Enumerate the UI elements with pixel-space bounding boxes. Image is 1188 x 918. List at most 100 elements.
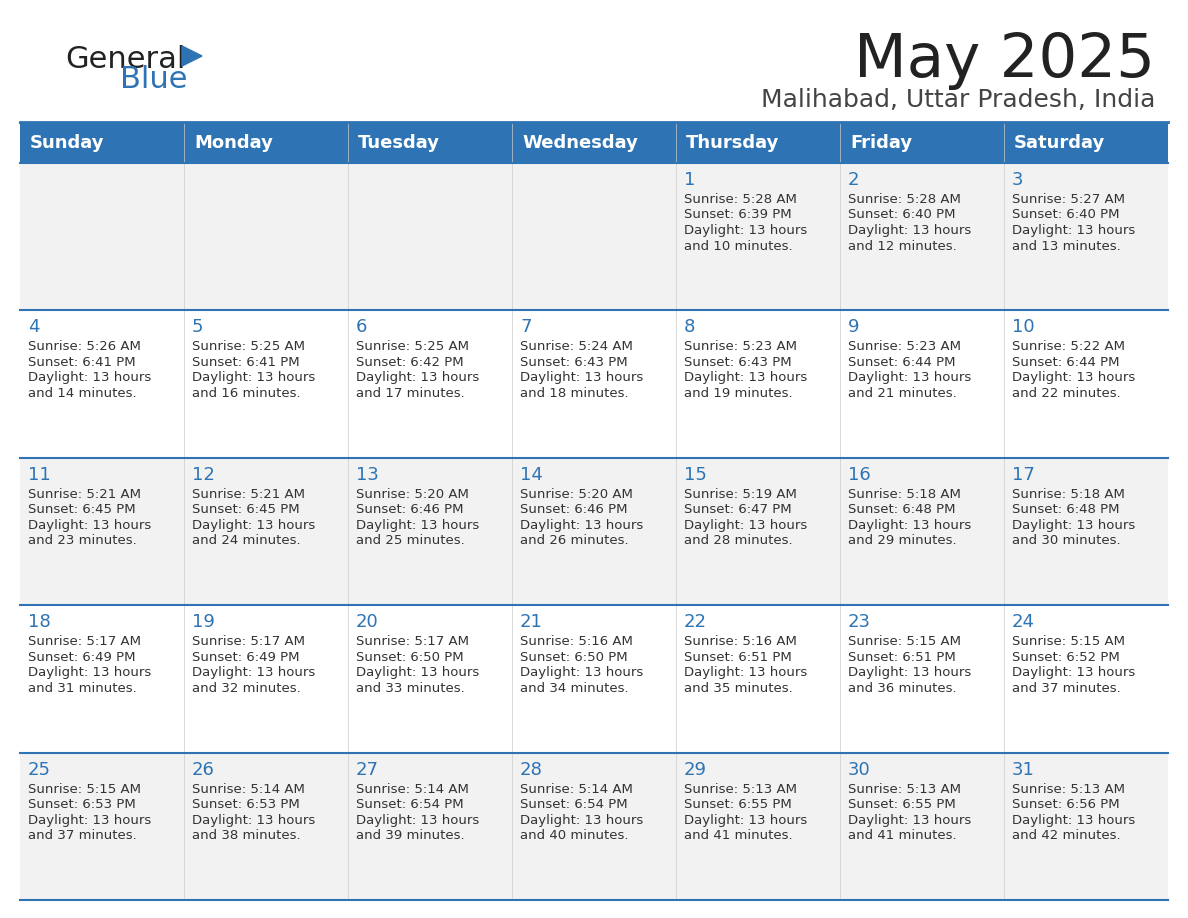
- Text: 5: 5: [192, 319, 203, 336]
- Text: Daylight: 13 hours: Daylight: 13 hours: [684, 666, 808, 679]
- Text: Sunset: 6:42 PM: Sunset: 6:42 PM: [356, 356, 463, 369]
- Text: 6: 6: [356, 319, 367, 336]
- Text: 13: 13: [356, 465, 379, 484]
- Bar: [20, 753, 1168, 900]
- Text: and 37 minutes.: and 37 minutes.: [29, 829, 137, 842]
- Text: and 13 minutes.: and 13 minutes.: [1012, 240, 1120, 252]
- Text: Sunrise: 5:18 AM: Sunrise: 5:18 AM: [1012, 487, 1125, 501]
- Text: Sunset: 6:49 PM: Sunset: 6:49 PM: [29, 651, 135, 664]
- Text: and 19 minutes.: and 19 minutes.: [684, 386, 792, 400]
- Text: Sunrise: 5:23 AM: Sunrise: 5:23 AM: [684, 341, 797, 353]
- Text: Sunrise: 5:17 AM: Sunrise: 5:17 AM: [192, 635, 305, 648]
- Text: Sunrise: 5:17 AM: Sunrise: 5:17 AM: [29, 635, 141, 648]
- Text: Wednesday: Wednesday: [522, 134, 638, 152]
- Text: Sunrise: 5:18 AM: Sunrise: 5:18 AM: [848, 487, 961, 501]
- Text: Sunrise: 5:21 AM: Sunrise: 5:21 AM: [29, 487, 141, 501]
- Text: Sunrise: 5:14 AM: Sunrise: 5:14 AM: [192, 783, 305, 796]
- Text: Sunset: 6:53 PM: Sunset: 6:53 PM: [192, 798, 299, 812]
- Text: Daylight: 13 hours: Daylight: 13 hours: [356, 813, 479, 826]
- Text: Daylight: 13 hours: Daylight: 13 hours: [520, 666, 643, 679]
- Text: Sunrise: 5:27 AM: Sunrise: 5:27 AM: [1012, 193, 1125, 206]
- Text: 17: 17: [1012, 465, 1035, 484]
- Text: Sunset: 6:41 PM: Sunset: 6:41 PM: [192, 356, 299, 369]
- Text: Sunrise: 5:19 AM: Sunrise: 5:19 AM: [684, 487, 797, 501]
- Text: and 10 minutes.: and 10 minutes.: [684, 240, 792, 252]
- Text: Daylight: 13 hours: Daylight: 13 hours: [684, 813, 808, 826]
- Text: 20: 20: [356, 613, 379, 632]
- Text: Sunrise: 5:16 AM: Sunrise: 5:16 AM: [684, 635, 797, 648]
- Text: Sunset: 6:55 PM: Sunset: 6:55 PM: [684, 798, 791, 812]
- Text: 28: 28: [520, 761, 543, 778]
- Text: and 23 minutes.: and 23 minutes.: [29, 534, 137, 547]
- Text: Daylight: 13 hours: Daylight: 13 hours: [1012, 666, 1136, 679]
- Text: Sunrise: 5:26 AM: Sunrise: 5:26 AM: [29, 341, 141, 353]
- Text: May 2025: May 2025: [854, 30, 1155, 89]
- Text: 2: 2: [848, 171, 859, 189]
- Text: 27: 27: [356, 761, 379, 778]
- Text: 31: 31: [1012, 761, 1035, 778]
- Text: Daylight: 13 hours: Daylight: 13 hours: [848, 372, 972, 385]
- Text: Sunrise: 5:22 AM: Sunrise: 5:22 AM: [1012, 341, 1125, 353]
- Text: Daylight: 13 hours: Daylight: 13 hours: [684, 519, 808, 532]
- Text: Daylight: 13 hours: Daylight: 13 hours: [192, 372, 315, 385]
- Text: 1: 1: [684, 171, 695, 189]
- Text: 19: 19: [192, 613, 215, 632]
- Text: Daylight: 13 hours: Daylight: 13 hours: [1012, 813, 1136, 826]
- Bar: [20, 123, 1168, 163]
- Text: Daylight: 13 hours: Daylight: 13 hours: [848, 666, 972, 679]
- Text: Sunset: 6:55 PM: Sunset: 6:55 PM: [848, 798, 956, 812]
- Text: Sunset: 6:47 PM: Sunset: 6:47 PM: [684, 503, 791, 516]
- Text: Sunset: 6:46 PM: Sunset: 6:46 PM: [520, 503, 627, 516]
- Text: Daylight: 13 hours: Daylight: 13 hours: [192, 813, 315, 826]
- Text: 9: 9: [848, 319, 859, 336]
- Text: and 41 minutes.: and 41 minutes.: [684, 829, 792, 842]
- Text: Sunset: 6:50 PM: Sunset: 6:50 PM: [356, 651, 463, 664]
- Text: Sunrise: 5:23 AM: Sunrise: 5:23 AM: [848, 341, 961, 353]
- Text: Sunset: 6:39 PM: Sunset: 6:39 PM: [684, 208, 791, 221]
- Text: Sunrise: 5:20 AM: Sunrise: 5:20 AM: [520, 487, 633, 501]
- Text: Malihabad, Uttar Pradesh, India: Malihabad, Uttar Pradesh, India: [760, 88, 1155, 112]
- Text: 18: 18: [29, 613, 51, 632]
- Text: Sunset: 6:45 PM: Sunset: 6:45 PM: [192, 503, 299, 516]
- Text: Daylight: 13 hours: Daylight: 13 hours: [356, 519, 479, 532]
- Text: Daylight: 13 hours: Daylight: 13 hours: [356, 372, 479, 385]
- Text: Sunrise: 5:21 AM: Sunrise: 5:21 AM: [192, 487, 305, 501]
- Text: and 41 minutes.: and 41 minutes.: [848, 829, 956, 842]
- Text: 21: 21: [520, 613, 543, 632]
- Text: and 34 minutes.: and 34 minutes.: [520, 682, 628, 695]
- Text: and 33 minutes.: and 33 minutes.: [356, 682, 465, 695]
- Bar: [20, 458, 1168, 605]
- Text: and 37 minutes.: and 37 minutes.: [1012, 682, 1120, 695]
- Text: 16: 16: [848, 465, 871, 484]
- Text: 8: 8: [684, 319, 695, 336]
- Text: Sunset: 6:43 PM: Sunset: 6:43 PM: [684, 356, 791, 369]
- Text: Sunrise: 5:15 AM: Sunrise: 5:15 AM: [848, 635, 961, 648]
- Text: Daylight: 13 hours: Daylight: 13 hours: [1012, 372, 1136, 385]
- Text: Sunset: 6:40 PM: Sunset: 6:40 PM: [1012, 208, 1119, 221]
- Text: 10: 10: [1012, 319, 1035, 336]
- Text: Daylight: 13 hours: Daylight: 13 hours: [848, 813, 972, 826]
- Text: and 28 minutes.: and 28 minutes.: [684, 534, 792, 547]
- Polygon shape: [182, 46, 202, 66]
- Text: Daylight: 13 hours: Daylight: 13 hours: [1012, 224, 1136, 237]
- Text: Sunset: 6:52 PM: Sunset: 6:52 PM: [1012, 651, 1120, 664]
- Text: Daylight: 13 hours: Daylight: 13 hours: [684, 372, 808, 385]
- Text: Daylight: 13 hours: Daylight: 13 hours: [29, 372, 151, 385]
- Text: Sunrise: 5:28 AM: Sunrise: 5:28 AM: [848, 193, 961, 206]
- Text: 11: 11: [29, 465, 51, 484]
- Text: Sunset: 6:51 PM: Sunset: 6:51 PM: [848, 651, 956, 664]
- Text: and 14 minutes.: and 14 minutes.: [29, 386, 137, 400]
- Text: Daylight: 13 hours: Daylight: 13 hours: [520, 519, 643, 532]
- Text: Sunrise: 5:13 AM: Sunrise: 5:13 AM: [1012, 783, 1125, 796]
- Text: Sunrise: 5:25 AM: Sunrise: 5:25 AM: [356, 341, 469, 353]
- Text: Sunrise: 5:20 AM: Sunrise: 5:20 AM: [356, 487, 469, 501]
- Text: Sunrise: 5:25 AM: Sunrise: 5:25 AM: [192, 341, 305, 353]
- Text: Tuesday: Tuesday: [358, 134, 440, 152]
- Text: Sunrise: 5:16 AM: Sunrise: 5:16 AM: [520, 635, 633, 648]
- Text: Daylight: 13 hours: Daylight: 13 hours: [192, 519, 315, 532]
- Text: and 21 minutes.: and 21 minutes.: [848, 386, 956, 400]
- Text: and 40 minutes.: and 40 minutes.: [520, 829, 628, 842]
- Text: 24: 24: [1012, 613, 1035, 632]
- Text: Sunset: 6:44 PM: Sunset: 6:44 PM: [1012, 356, 1119, 369]
- Text: and 16 minutes.: and 16 minutes.: [192, 386, 301, 400]
